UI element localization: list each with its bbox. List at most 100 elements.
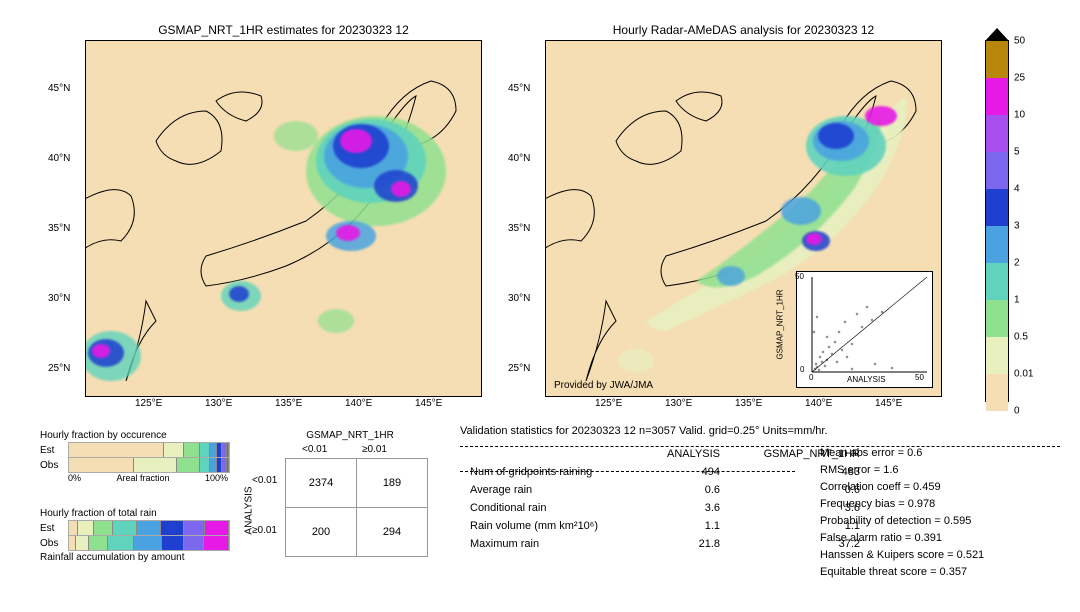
- ctable-row2: ≥0.01: [252, 525, 277, 536]
- colorbar-segment: [986, 374, 1008, 411]
- xtick: 140°E: [805, 398, 832, 409]
- stats-key: Num of gridpoints raining: [460, 463, 640, 481]
- colorbar-tick: 0: [1014, 406, 1020, 417]
- xtick: 125°E: [135, 398, 162, 409]
- metric-line: RMS error = 1.6: [820, 462, 984, 479]
- stats-key: Conditional rain: [460, 499, 640, 517]
- occurrence-bars: Hourly fraction by occurence Est Obs 0%A…: [40, 430, 230, 483]
- bar-segment: [137, 521, 161, 535]
- stats-title: Validation statistics for 20230323 12 n=…: [460, 425, 828, 437]
- colorbar-segment: [986, 226, 1008, 263]
- bar-segment: [134, 536, 162, 550]
- colorbar-tick: 5: [1014, 147, 1020, 158]
- stats-key: Average rain: [460, 481, 640, 499]
- metric-line: Mean abs error = 0.6: [820, 445, 984, 462]
- ct-cell: 294: [357, 508, 428, 557]
- bar-segment: [134, 458, 178, 472]
- colorbar-segment: [986, 152, 1008, 189]
- stats-table: ANALYSIS GSMAP_NRT_1HR Num of gridpoints…: [460, 445, 880, 553]
- bar-segment: [184, 521, 205, 535]
- metric-line: False alarm ratio = 0.391: [820, 530, 984, 547]
- bar-segment: [204, 536, 229, 550]
- colorbar-segment: [986, 41, 1008, 78]
- totalrain-bars: Hourly fraction of total rain Est Obs Ra…: [40, 508, 230, 565]
- ytick: 30°N: [508, 293, 530, 304]
- xtick: 135°E: [735, 398, 762, 409]
- metric-line: Equitable threat score = 0.357: [820, 564, 984, 581]
- metric-line: Frequency bias = 0.978: [820, 496, 984, 513]
- left-map-panel: GSMAP_NRT_1HR estimates for 20230323 12: [85, 40, 482, 397]
- bar-segment: [227, 443, 230, 457]
- ytick: 35°N: [48, 223, 70, 234]
- metric-line: Correlation coeff = 0.459: [820, 479, 984, 496]
- stats-row: Maximum rain21.837.2: [460, 535, 880, 553]
- colorbar-segment: [986, 337, 1008, 374]
- xtick: 130°E: [205, 398, 232, 409]
- xtick: 135°E: [275, 398, 302, 409]
- right-map-title: Hourly Radar-AMeDAS analysis for 2023032…: [546, 23, 941, 37]
- stats-col-analysis: ANALYSIS: [640, 445, 740, 463]
- stats-row: Conditional rain3.63.6: [460, 499, 880, 517]
- ytick: 40°N: [508, 153, 530, 164]
- bar-segment: [200, 458, 210, 472]
- xtick: 140°E: [345, 398, 372, 409]
- stats-row: Average rain0.60.6: [460, 481, 880, 499]
- ctable-col1: <0.01: [302, 444, 327, 455]
- ct-cell: 200: [286, 508, 357, 557]
- bar-segment: [184, 536, 203, 550]
- bar-segment: [89, 536, 108, 550]
- ytick: 45°N: [48, 83, 70, 94]
- stats-val-a: 0.6: [640, 481, 740, 499]
- colorbar-tick: 1: [1014, 295, 1020, 306]
- colorbar-segment: [986, 263, 1008, 300]
- bar-segment: [184, 443, 200, 457]
- ct-cell: 189: [357, 459, 428, 508]
- bar-segment: [113, 521, 137, 535]
- bar-segment: [78, 521, 94, 535]
- bar-segment: [69, 443, 164, 457]
- right-map-panel: Hourly Radar-AMeDAS analysis for 2023032…: [545, 40, 942, 397]
- colorbar-tick: 0.01: [1014, 369, 1033, 380]
- colorbar-tick: 3: [1014, 221, 1020, 232]
- bar-segment: [69, 521, 78, 535]
- colorbar-tick: 4: [1014, 184, 1020, 195]
- stats-val-a: 21.8: [640, 535, 740, 553]
- left-map-svg: [86, 41, 481, 396]
- provided-by-label: Provided by JWA/JMA: [554, 380, 653, 391]
- xtick: 125°E: [595, 398, 622, 409]
- colorbar-segment: [986, 78, 1008, 115]
- bar-segment: [200, 443, 210, 457]
- colorbar-tick: 25: [1014, 73, 1025, 84]
- bar-segment: [205, 521, 229, 535]
- colorbar-segment: [986, 115, 1008, 152]
- colorbar-tick: 2: [1014, 258, 1020, 269]
- stats-key: Maximum rain: [460, 535, 640, 553]
- xtick: 145°E: [875, 398, 902, 409]
- scatter-inset: 0 50 0 50 ANALYSIS GSMAP_NRT_1HR: [796, 271, 933, 388]
- stats-val-a: 494: [640, 463, 740, 481]
- stats-row: Rain volume (mm km²10⁶)1.11.1: [460, 517, 880, 535]
- acc-label: Rainfall accumulation by amount: [40, 552, 230, 563]
- bar-segment: [69, 536, 76, 550]
- colorbar-segment: [986, 189, 1008, 226]
- stats-val-a: 3.6: [640, 499, 740, 517]
- rain-title: Hourly fraction of total rain: [40, 508, 230, 519]
- ytick: 35°N: [508, 223, 530, 234]
- metrics-block: Mean abs error = 0.6RMS error = 1.6Corre…: [820, 445, 984, 581]
- bar-segment: [108, 536, 133, 550]
- ctable-colheader: GSMAP_NRT_1HR: [280, 430, 420, 441]
- bar-segment: [161, 521, 185, 535]
- colorbar: 502510543210.50.010: [985, 40, 1009, 402]
- bar-segment: [210, 458, 217, 472]
- ytick: 40°N: [48, 153, 70, 164]
- colorbar-tick: 50: [1014, 36, 1025, 47]
- metric-line: Hanssen & Kuipers score = 0.521: [820, 547, 984, 564]
- bar-segment: [227, 458, 230, 472]
- ct-cell: 2374: [286, 459, 357, 508]
- bar-segment: [76, 536, 89, 550]
- xtick: 145°E: [415, 398, 442, 409]
- ytick: 25°N: [508, 363, 530, 374]
- ytick: 45°N: [508, 83, 530, 94]
- xtick: 130°E: [665, 398, 692, 409]
- stats-divider2: [460, 471, 795, 472]
